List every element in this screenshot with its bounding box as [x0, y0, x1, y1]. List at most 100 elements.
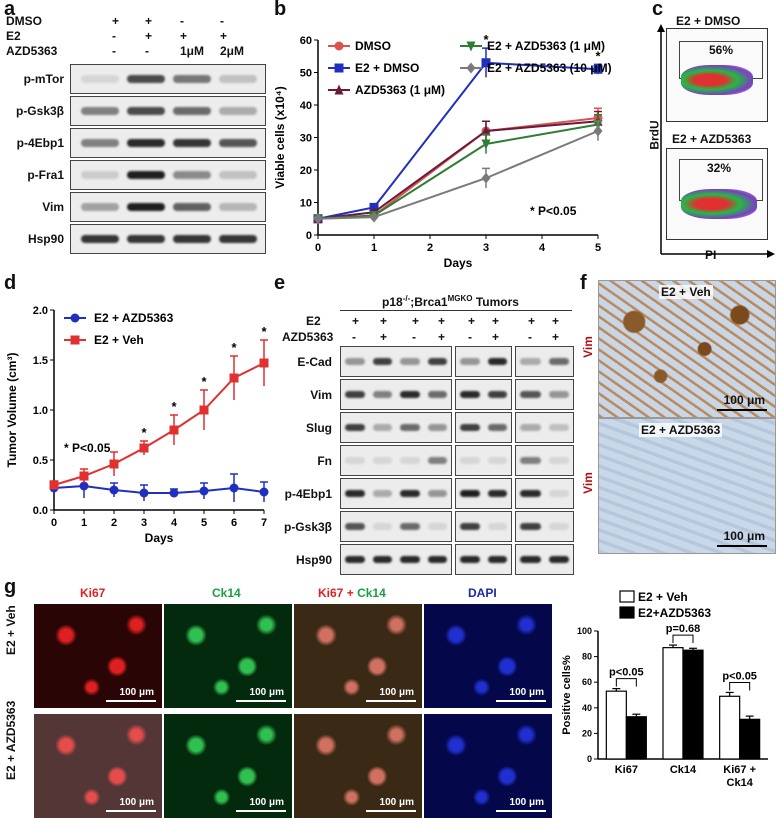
- panel-label-d: d: [4, 272, 17, 294]
- x-tick-label: 7: [261, 517, 267, 529]
- x-tick-label: 5: [201, 517, 207, 529]
- blot-label: p-mTor: [23, 72, 64, 86]
- blot-band: [219, 203, 257, 211]
- y-axis-label: Tumor Volume (cm³): [5, 353, 19, 468]
- series-line: [317, 120, 599, 220]
- e-blot-strip: [340, 346, 452, 377]
- if-col-dapi: DAPI: [468, 586, 497, 600]
- e-sign: +: [492, 330, 500, 344]
- bar: [739, 718, 761, 760]
- series-line: [53, 484, 265, 494]
- e-blot-band: [460, 490, 480, 497]
- data-point: [199, 486, 209, 496]
- legend-label: E2 + AZD5363 (1 μM): [487, 39, 605, 53]
- e-blot-label: Vim: [310, 388, 332, 402]
- e-blot-band: [345, 391, 365, 398]
- blot-band: [173, 75, 211, 83]
- e-blot-band: [372, 358, 392, 365]
- e-blot-band: [427, 424, 447, 431]
- blot-strip-p-Fra1: [70, 160, 266, 190]
- x-tick-label: 2: [427, 242, 433, 254]
- e-blot-band: [520, 424, 541, 431]
- e-sign: +: [380, 314, 388, 328]
- e-blot-band: [487, 424, 507, 431]
- treatment-sign: 2μM: [220, 44, 245, 58]
- treatment-sign: -: [220, 14, 224, 28]
- e-blot-band: [487, 391, 507, 398]
- e-blot-band: [548, 556, 569, 563]
- blot-strip-p-mTor: [70, 64, 266, 94]
- data-point: [259, 358, 269, 368]
- blot-band: [81, 171, 119, 179]
- e-blot-band: [427, 490, 447, 497]
- e-blot-band: [345, 523, 365, 530]
- blot-label: p-Fra1: [27, 168, 64, 182]
- e-sign: +: [468, 314, 476, 328]
- data-point: [109, 459, 119, 469]
- ihc-azd-label: E2 + AZD5363: [639, 423, 723, 437]
- y-tick-label: 0.5: [33, 455, 48, 467]
- e-blot-band: [400, 523, 420, 530]
- p-value-label: p<0.05: [722, 670, 757, 682]
- blot-band: [173, 203, 211, 211]
- treatment-sign: +: [145, 14, 153, 28]
- legend-marker: [334, 63, 344, 73]
- p-value-label: p<0.05: [609, 667, 644, 679]
- if-image-tile: 100 μm: [164, 714, 292, 818]
- e-blot-label: p-Gsk3β: [283, 520, 332, 534]
- e-blot-strip: [340, 412, 452, 443]
- treatment-sign: +: [220, 29, 228, 43]
- if-image-tile: 100 μm: [424, 714, 552, 818]
- scale-bar: [366, 700, 416, 702]
- legend-item: E2 + AZD5363 (1 μM): [460, 39, 605, 53]
- e-blot-strip: [515, 412, 574, 443]
- ihc-azd-scale: 100 μm: [723, 529, 765, 543]
- data-point: [593, 125, 603, 137]
- blot-band: [81, 203, 119, 211]
- e-blot-strip: [515, 478, 574, 509]
- flow-plot-top: 56%: [666, 28, 768, 122]
- scale-bar-label: 100 μm: [379, 687, 414, 698]
- legend-item: E2 + DMSO: [328, 61, 419, 75]
- e-blot-band: [345, 556, 365, 563]
- scale-bar: [236, 700, 286, 702]
- if-image-tile: 100 μm: [294, 604, 422, 708]
- y-tick-label: 10: [300, 198, 312, 210]
- e-blot-band: [345, 424, 365, 431]
- e-blot-band: [460, 358, 480, 365]
- if-col-merge: Ki67 + Ck14: [318, 586, 386, 600]
- blot-strip-p-Gsk3β: [70, 96, 266, 126]
- data-point: [139, 443, 149, 453]
- significance-star: *: [483, 32, 489, 47]
- significance-star: *: [231, 340, 237, 355]
- legend-item: AZD5363 (1 μM): [328, 83, 445, 97]
- significance-star: *: [141, 425, 147, 440]
- y-tick-label: 0.0: [33, 505, 48, 517]
- e-blot-label: Fn: [317, 454, 332, 468]
- p-value-note: * P<0.05: [64, 441, 111, 455]
- e-blot-band: [548, 523, 569, 530]
- ihc-stain-label-bottom: Vim: [580, 472, 595, 494]
- e-sign: -: [528, 330, 532, 344]
- e-blot-band: [460, 424, 480, 431]
- bar: [625, 716, 647, 760]
- bar: [719, 695, 741, 760]
- legend-marker: [70, 335, 80, 345]
- treatment-sign: -: [180, 14, 184, 28]
- series-line: [53, 362, 265, 486]
- blot-strip-Vim: [70, 192, 266, 222]
- bar: [682, 649, 704, 760]
- e-blot-strip: [515, 346, 574, 377]
- treatment-sign: -: [112, 44, 116, 58]
- legend-item: E2 + AZD5363 (10 μM): [460, 61, 612, 75]
- data-point: [481, 125, 491, 136]
- flow-x-axis-label: PI: [705, 248, 717, 262]
- treatment-sign: +: [145, 29, 153, 43]
- e-blot-strip: [340, 511, 452, 542]
- viable-cells-chart: 0 10 20 30 40 50 60 0 1 2 3 4 5 Days Viable cells (x10…: [273, 32, 612, 270]
- panel-label-g: g: [4, 576, 17, 598]
- y-tick-label: 30: [300, 133, 312, 145]
- e-blot-band: [520, 358, 541, 365]
- e-blot-band: [372, 457, 392, 464]
- e-blot-band: [372, 556, 392, 563]
